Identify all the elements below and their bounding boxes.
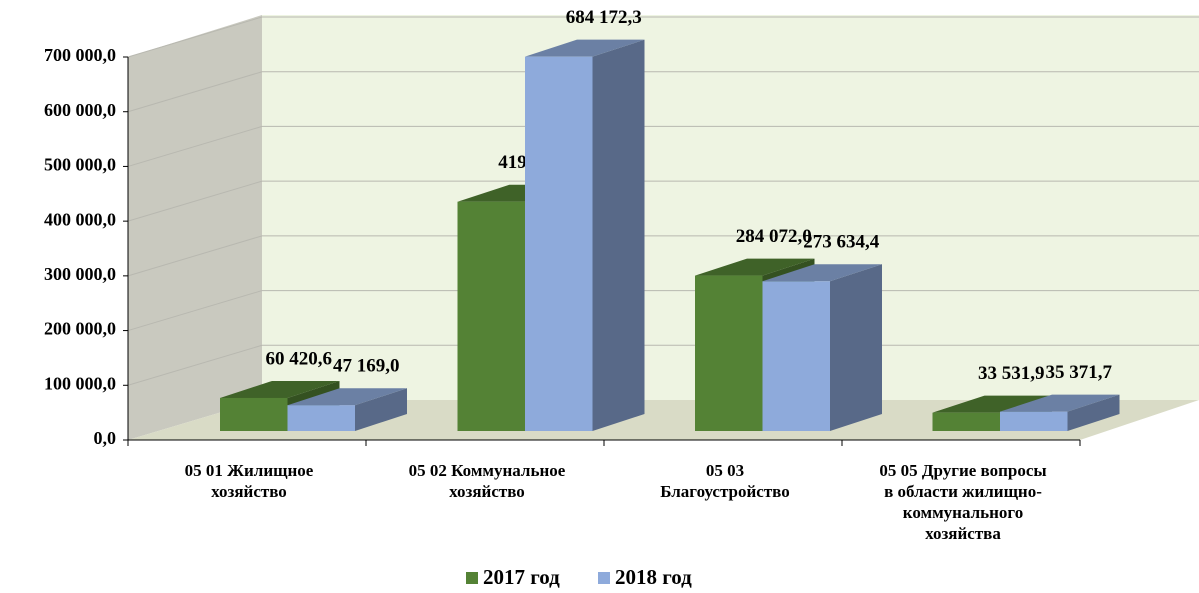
legend-label: 2017 год (483, 565, 560, 589)
x-tick-label: 05 05 Другие вопросы в области жилищно-к… (879, 461, 1047, 543)
bar (457, 201, 525, 431)
y-tick-label: 200 000,0 (44, 319, 116, 339)
bar-top (287, 388, 407, 406)
bar (695, 275, 763, 431)
grid-line (127, 125, 1199, 167)
bar-top (695, 258, 815, 276)
x-tick-label: 05 01 Жилищное хозяйство (184, 461, 314, 501)
data-label: 33 531,9 (978, 363, 1045, 384)
bar-top (762, 264, 882, 282)
grid-line (127, 235, 1199, 277)
data-label: 684 172,3 (566, 7, 642, 28)
grid-line (127, 16, 1199, 58)
y-tick-label: 400 000,0 (44, 209, 116, 229)
bar (932, 412, 1000, 431)
bar (287, 405, 355, 431)
bar (762, 281, 830, 431)
bar-top (932, 395, 1052, 413)
bar-side (355, 388, 407, 431)
bar (525, 56, 593, 432)
x-tick-label: 05 03 Благоустройство (660, 461, 790, 501)
y-tick-label: 100 000,0 (44, 373, 116, 393)
data-label: 284 072,0 (736, 226, 812, 247)
bar (220, 397, 288, 431)
side-wall (128, 15, 262, 440)
y-tick-label: 0,0 (94, 428, 117, 448)
bar (1000, 411, 1068, 431)
legend-swatch (598, 572, 610, 584)
bar-side (830, 264, 882, 431)
legend-swatch (466, 572, 478, 584)
y-tick-label: 700 000,0 (44, 45, 116, 65)
bar-top (525, 39, 645, 57)
bar-top (1000, 394, 1120, 412)
y-tick-label: 600 000,0 (44, 100, 116, 120)
bar-side (1067, 394, 1120, 431)
data-label: 273 634,4 (803, 232, 880, 253)
grid-line (127, 344, 1199, 386)
grid-line (127, 290, 1199, 332)
data-label: 35 371,7 (1046, 362, 1113, 383)
y-tick-label: 500 000,0 (44, 155, 116, 175)
bar-top (220, 380, 340, 398)
y-tick-label: 300 000,0 (44, 264, 116, 284)
data-label: 47 169,0 (333, 356, 400, 377)
grid-line (127, 71, 1199, 113)
x-tick-label: 05 02 Коммунальное хозяйство (408, 461, 566, 501)
grid-line (127, 180, 1199, 222)
data-label: 60 420,6 (266, 348, 333, 369)
bar-side (592, 39, 645, 432)
legend-label: 2018 год (615, 565, 692, 589)
